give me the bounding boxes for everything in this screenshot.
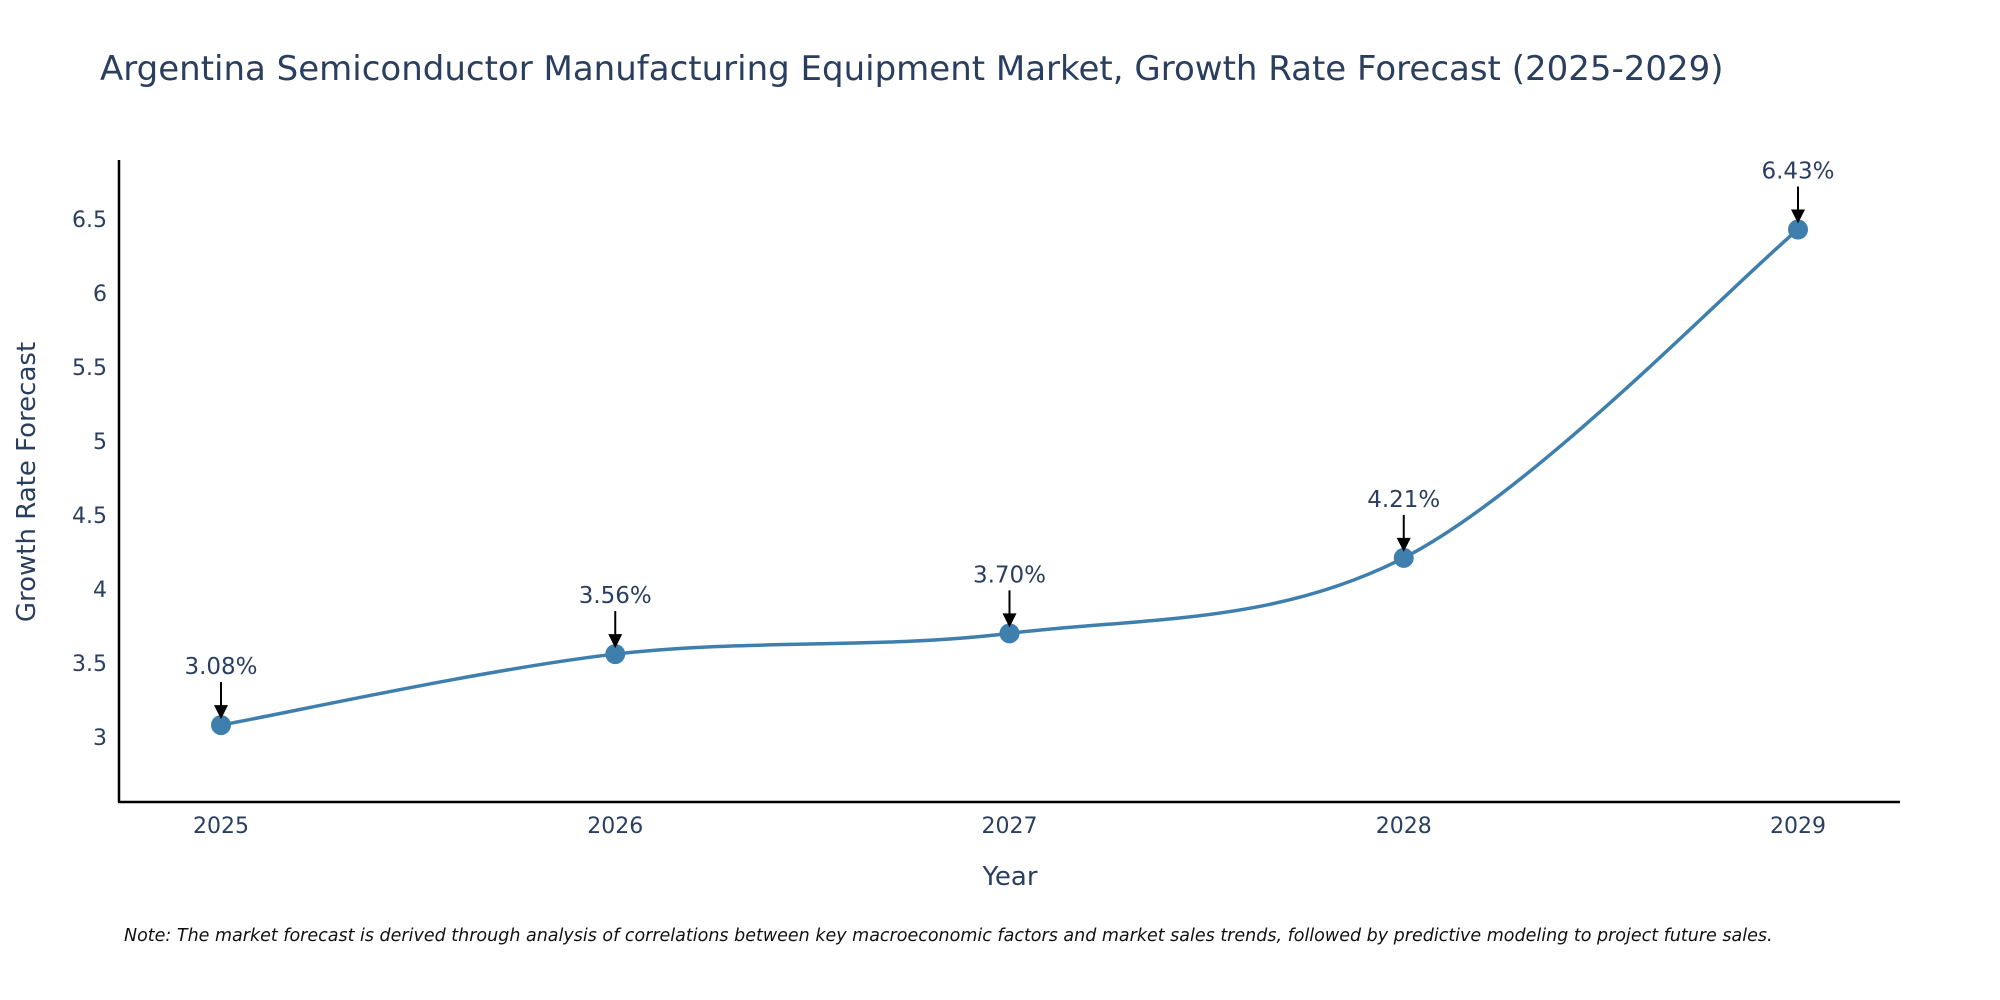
data-label: 4.21% bbox=[1367, 487, 1440, 513]
y-tick-label: 4.5 bbox=[72, 504, 107, 529]
x-tick-label: 2025 bbox=[193, 814, 249, 839]
y-axis-title: Growth Rate Forecast bbox=[12, 342, 42, 622]
x-tick-label: 2027 bbox=[982, 814, 1038, 839]
data-label: 6.43% bbox=[1761, 159, 1834, 185]
annotation-arrowhead bbox=[1791, 209, 1805, 224]
data-label: 3.70% bbox=[973, 562, 1046, 588]
data-label: 3.08% bbox=[184, 654, 257, 680]
data-point bbox=[211, 715, 231, 736]
data-point bbox=[605, 644, 626, 665]
y-tick-label: 5 bbox=[93, 430, 107, 455]
data-point bbox=[1788, 219, 1808, 240]
x-axis-title: Year bbox=[981, 862, 1037, 892]
data-label: 3.56% bbox=[579, 583, 652, 609]
data-labels: 3.08% 3.56% 3.70% 4.21% 6.43% bbox=[184, 159, 1835, 720]
y-tick-label: 3 bbox=[93, 726, 107, 751]
data-points bbox=[211, 219, 1808, 736]
chart-title: Argentina Semiconductor Manufacturing Eq… bbox=[100, 49, 1724, 89]
y-tick-label: 5.5 bbox=[72, 356, 107, 381]
y-axis-ticks: 3 3.5 4 4.5 5 5.5 6 6.5 bbox=[72, 208, 107, 751]
y-tick-label: 3.5 bbox=[72, 652, 107, 677]
y-tick-label: 4 bbox=[93, 578, 107, 603]
series-line bbox=[219, 227, 1800, 727]
x-tick-label: 2026 bbox=[587, 814, 643, 839]
data-point bbox=[999, 623, 1020, 644]
y-tick-label: 6.5 bbox=[72, 208, 107, 233]
x-axis-ticks: 2025 2026 2027 2028 2029 bbox=[193, 814, 1826, 839]
annotation-arrowhead bbox=[1396, 537, 1411, 552]
annotation-arrowhead bbox=[608, 634, 623, 649]
y-tick-label: 6 bbox=[93, 282, 107, 307]
x-tick-label: 2029 bbox=[1770, 814, 1826, 839]
footnote: Note: The market forecast is derived thr… bbox=[124, 926, 1773, 946]
series-layer bbox=[219, 227, 1800, 727]
x-tick-label: 2028 bbox=[1376, 814, 1432, 839]
annotation-arrowhead bbox=[1002, 613, 1017, 628]
data-point bbox=[1393, 547, 1414, 568]
annotation-arrowhead bbox=[214, 705, 228, 720]
